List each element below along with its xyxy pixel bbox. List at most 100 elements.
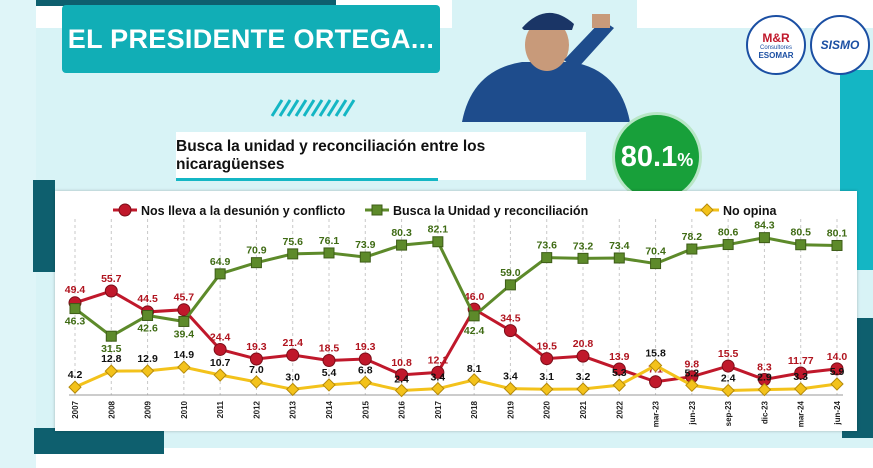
data-label: 5.4 xyxy=(322,367,337,379)
data-point xyxy=(650,258,662,270)
data-point xyxy=(178,315,190,327)
x-tick-label: mar-23 xyxy=(652,400,661,427)
legend-label: Busca la Unidad y reconciliación xyxy=(393,204,588,218)
data-point xyxy=(576,349,590,363)
data-point xyxy=(468,310,480,322)
hatch-decoration xyxy=(270,99,356,117)
data-label: 59.0 xyxy=(500,267,521,279)
data-label: 8.1 xyxy=(467,363,482,375)
data-point xyxy=(721,383,735,398)
data-label: 46.3 xyxy=(65,316,86,328)
title-banner: EL PRESIDENTE ORTEGA... xyxy=(62,5,440,73)
series-line-1 xyxy=(74,236,838,338)
data-point xyxy=(541,252,553,264)
x-tick-label: jun-24 xyxy=(833,400,842,425)
x-tick-label: 2016 xyxy=(398,400,407,418)
data-point xyxy=(322,378,336,392)
x-tick-label: 2021 xyxy=(579,400,588,418)
line-chart: 2007 2008 2009 2010 2011 2012 2013 2014 2015 2016… xyxy=(65,203,848,427)
data-label: 80.6 xyxy=(718,227,739,239)
data-point xyxy=(648,358,663,373)
data-point xyxy=(830,362,844,376)
x-tick-label: 2010 xyxy=(180,400,189,418)
data-label: 46.0 xyxy=(464,291,485,303)
highlight-circle: 80.1% xyxy=(612,112,702,202)
data-point xyxy=(830,377,844,391)
data-label: 21.4 xyxy=(282,337,303,349)
data-label: 14.9 xyxy=(174,349,195,361)
legend-marker xyxy=(700,203,714,217)
data-label: 18.5 xyxy=(319,342,340,354)
data-label: 19.5 xyxy=(536,341,557,353)
data-label: 34.5 xyxy=(500,313,521,325)
data-point xyxy=(177,360,191,374)
x-tick-label: 2011 xyxy=(216,400,225,418)
data-point xyxy=(322,353,336,367)
data-label: 82.1 xyxy=(428,224,449,236)
data-label: 20.8 xyxy=(573,338,594,350)
data-point xyxy=(359,251,371,263)
data-point xyxy=(722,239,734,251)
x-tick-label: 2017 xyxy=(434,400,443,418)
data-point xyxy=(431,381,445,396)
data-point xyxy=(758,232,770,244)
background-left-accent xyxy=(33,180,55,272)
data-label: 70.9 xyxy=(246,245,267,257)
x-tick-label: 2009 xyxy=(144,400,153,418)
president-photo xyxy=(452,0,637,122)
data-point xyxy=(721,359,735,373)
highlight-value: 80.1 xyxy=(620,140,678,173)
mr-consultores-logo: M&R Consultores ESOMAR xyxy=(746,15,806,75)
data-label: 80.3 xyxy=(391,227,412,239)
data-label: 14.0 xyxy=(827,351,848,363)
x-tick-label: 2007 xyxy=(71,400,80,418)
data-point xyxy=(576,382,590,396)
x-tick-label: 2020 xyxy=(543,400,552,418)
data-point xyxy=(104,364,118,378)
data-label: 64.9 xyxy=(210,256,231,268)
background-dark-top xyxy=(36,0,336,6)
data-label: 13.9 xyxy=(609,351,630,363)
legend-label: Nos lleva a la desunión y conflicto xyxy=(141,204,346,218)
data-label: 10.7 xyxy=(210,357,231,369)
x-tick-label: 2019 xyxy=(506,400,515,418)
x-tick-label: 2013 xyxy=(289,400,298,418)
data-label: 73.2 xyxy=(573,240,594,252)
data-point xyxy=(104,284,118,298)
data-point xyxy=(649,375,663,389)
data-label: 10.8 xyxy=(391,357,412,369)
data-point xyxy=(503,324,517,338)
x-tick-label: 2022 xyxy=(615,400,624,418)
data-label: 24.4 xyxy=(210,331,231,343)
data-point xyxy=(358,375,372,390)
data-label: 45.7 xyxy=(174,292,195,304)
subtitle-box: Busca la unidad y reconciliación entre l… xyxy=(176,132,586,180)
data-label: 84.3 xyxy=(754,220,775,232)
x-tick-label: 2014 xyxy=(325,400,334,418)
data-point xyxy=(286,348,300,362)
data-label: 55.7 xyxy=(101,273,122,285)
data-point xyxy=(213,342,227,356)
data-point xyxy=(249,375,264,389)
series-line-0 xyxy=(74,289,838,384)
data-label: 3.2 xyxy=(576,371,591,383)
data-point xyxy=(140,364,155,378)
data-label: 5.2 xyxy=(685,367,700,379)
data-point xyxy=(612,378,626,392)
x-tick-label: jun-23 xyxy=(688,400,697,425)
data-point xyxy=(432,236,444,248)
data-label: 4.2 xyxy=(68,369,83,381)
x-tick-label: 2018 xyxy=(470,400,479,418)
data-label: 8.3 xyxy=(757,362,772,374)
logo-mr-line3: ESOMAR xyxy=(758,50,794,60)
data-point xyxy=(613,252,625,264)
data-point xyxy=(757,382,772,397)
logo-mr-line1: M&R xyxy=(762,30,790,45)
data-label: 3.4 xyxy=(503,371,518,383)
legend-label: No opina xyxy=(723,204,778,218)
data-label: 11.77 xyxy=(788,355,814,367)
subtitle: Busca la unidad y reconciliación entre l… xyxy=(176,138,486,173)
data-point xyxy=(504,279,516,291)
data-point xyxy=(395,368,409,382)
logo-mr-line2: Consultores xyxy=(759,44,792,51)
